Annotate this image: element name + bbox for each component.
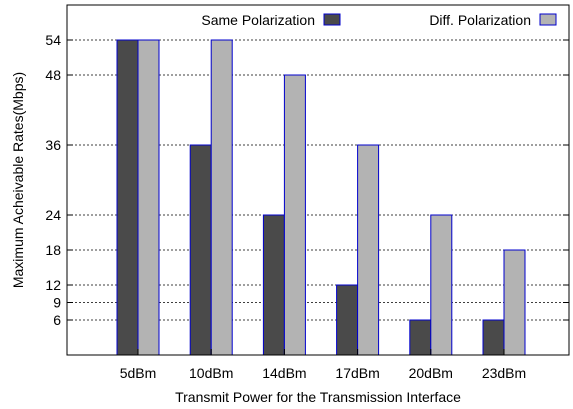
bar-diff-20dBm — [430, 214, 453, 356]
bar-diff-14dBm — [283, 74, 306, 356]
y-tick-label: 12 — [45, 277, 61, 293]
bars — [116, 39, 526, 356]
bar-diff-10dBm — [210, 39, 233, 356]
bar-same-23dBm — [482, 319, 505, 356]
y-tick-label: 9 — [53, 295, 61, 311]
bar-same-20dBm — [409, 319, 432, 356]
x-tick-label: 14dBm — [262, 365, 306, 381]
legend: Same Polarization Diff. Polarization — [201, 12, 557, 28]
y-tick-label: 48 — [45, 67, 61, 83]
legend-label: Diff. Polarization — [429, 12, 531, 28]
legend-swatch — [323, 13, 341, 26]
bar-same-17dBm — [336, 284, 359, 356]
y-tick-label: 36 — [45, 137, 61, 153]
bar-same-10dBm — [189, 144, 212, 356]
bar-same-14dBm — [262, 214, 285, 356]
x-tick-label: 23dBm — [482, 365, 526, 381]
x-tick-label: 20dBm — [409, 365, 453, 381]
y-axis-title: Maximum Acheivable Rates(Mbps) — [10, 72, 26, 288]
x-axis-title: Transmit Power for the Transmission Inte… — [175, 389, 461, 405]
x-axis-ticks: 5dBm 10dBm 14dBm 17dBm 20dBm 23dBm — [120, 349, 526, 381]
bar-diff-17dBm — [357, 144, 380, 356]
plot-frame — [66, 4, 570, 356]
legend-swatch — [539, 13, 557, 26]
bar-diff-5dBm — [137, 39, 160, 356]
y-axis-ticks: 69 12 18 24 36 48 54 — [45, 32, 569, 328]
bar-diff-23dBm — [503, 249, 526, 356]
y-tick-label: 6 — [53, 312, 61, 328]
x-tick-label: 17dBm — [335, 365, 379, 381]
x-tick-label: 5dBm — [120, 365, 157, 381]
x-tick-label: 10dBm — [189, 365, 233, 381]
y-tick-label: 18 — [45, 242, 61, 258]
legend-label: Same Polarization — [201, 12, 315, 28]
y-tick-label: 54 — [45, 32, 61, 48]
bar-same-5dBm — [116, 39, 139, 356]
y-tick-label: 24 — [45, 207, 61, 223]
